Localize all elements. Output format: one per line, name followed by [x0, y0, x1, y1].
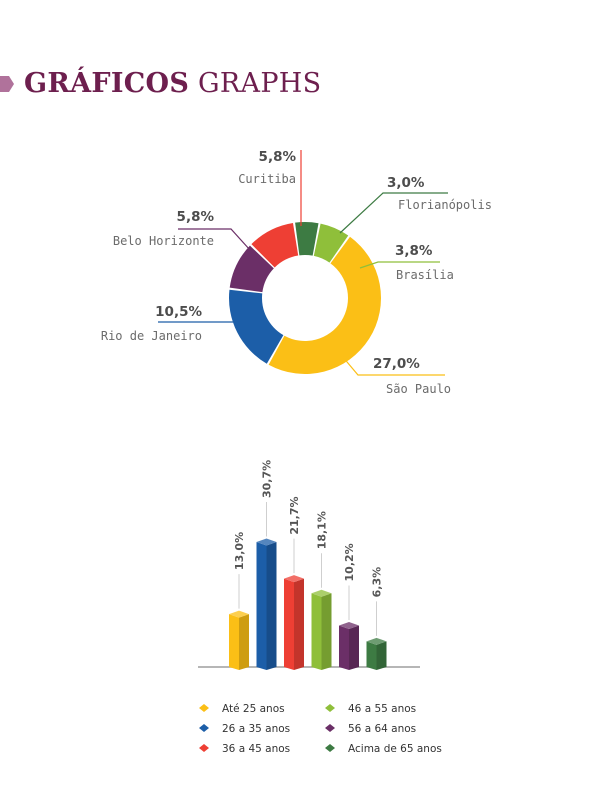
leader-line-belo-horizonte — [178, 228, 251, 251]
legend-item-acima-de-65-anos: Acima de 65 anos — [325, 743, 442, 755]
donut-slice-florianopolis — [295, 221, 319, 256]
bar-top — [311, 589, 332, 597]
legend-swatch — [325, 744, 335, 752]
bar-top — [339, 621, 359, 629]
slice-label-brasilia: Brasília — [396, 268, 454, 282]
bar-face-left — [366, 641, 377, 670]
bar-face-left — [284, 578, 294, 670]
bar-face-right — [239, 614, 249, 670]
bar-face-right — [321, 593, 332, 670]
bar-36-a-45-anos: 21,7% — [284, 496, 304, 670]
bar-top — [256, 538, 277, 546]
bar-56-a-64-anos: 10,2% — [339, 543, 359, 670]
donut-slice-curitiba — [251, 222, 299, 268]
bar-top — [366, 637, 387, 645]
slice-label-belo-horizonte: Belo Horizonte — [113, 234, 214, 248]
slice-value-brasilia: 3,8% — [395, 243, 433, 259]
age-legend: Até 25 anos 26 a 35 anos 36 a 45 anos 46 a … — [199, 703, 442, 755]
slice-value-sao-paulo: 27,0% — [373, 356, 420, 372]
page-title-bold: GRÁFICOS — [24, 68, 190, 99]
legend-swatch — [199, 704, 209, 712]
bar-top — [284, 575, 304, 583]
leader-line-sao-paulo — [341, 355, 445, 376]
bar-face-left — [256, 542, 267, 670]
leader-line-florianopolis — [339, 192, 448, 234]
legend-label: 46 a 55 anos — [348, 703, 416, 715]
legend-item-46-a-55-anos: 46 a 55 anos — [325, 703, 416, 715]
bar-face-right — [294, 578, 304, 670]
bar-face-right — [376, 641, 387, 670]
slice-value-curitiba: 5,8% — [259, 149, 297, 165]
legend-item-56-a-64-anos: 56 a 64 anos — [325, 723, 416, 735]
slice-value-rio-de-janeiro: 10,5% — [155, 304, 202, 320]
bar-face-left — [339, 625, 349, 670]
bar-value-label: 6,3% — [371, 567, 384, 598]
donut-slice-belo-horizonte — [229, 245, 274, 293]
legend-item-ate-25-anos: Até 25 anos — [199, 703, 285, 715]
slice-value-belo-horizonte: 5,8% — [177, 209, 215, 225]
slice-label-florianopolis: Florianópolis — [398, 198, 492, 212]
legend-label: Acima de 65 anos — [348, 743, 442, 755]
bar-46-a-55-anos: 18,1% — [311, 511, 332, 670]
legend-label: 26 a 35 anos — [222, 723, 290, 735]
bar-face-left — [311, 593, 322, 670]
bar-value-label: 21,7% — [288, 496, 301, 534]
bar-value-label: 10,2% — [343, 543, 356, 581]
age-bar-chart: 13,0% 30,7% 21,7% 18,1% 10,2% 6,3% — [198, 460, 420, 670]
bar-ate-25-anos: 13,0% — [229, 532, 249, 670]
legend-label: 36 a 45 anos — [222, 743, 290, 755]
legend-label: 56 a 64 anos — [348, 723, 416, 735]
bar-face-left — [229, 614, 239, 670]
hexagon-icon — [0, 76, 14, 92]
legend-swatch — [325, 724, 335, 732]
bar-value-label: 13,0% — [233, 532, 246, 570]
bar-26-a-35-anos: 30,7% — [256, 460, 277, 670]
page-title: GRÁFICOS GRAPHS — [24, 68, 321, 99]
legend-swatch — [325, 704, 335, 712]
legend-swatch — [199, 744, 209, 752]
donut-slices — [229, 221, 381, 375]
page-header: GRÁFICOS GRAPHS — [0, 62, 600, 110]
slice-label-curitiba: Curitiba — [238, 172, 296, 186]
legend-item-36-a-45-anos: 36 a 45 anos — [199, 743, 290, 755]
bar-acima-de-65-anos: 6,3% — [366, 567, 387, 670]
donut-slice-sao-paulo — [268, 236, 381, 375]
donut-slice-brasilia — [313, 223, 349, 263]
slice-label-sao-paulo: São Paulo — [386, 382, 451, 396]
bar-value-label: 30,7% — [261, 460, 274, 498]
legend-label: Até 25 anos — [222, 703, 285, 715]
slice-label-rio-de-janeiro: Rio de Janeiro — [101, 329, 202, 343]
bar-top — [229, 610, 249, 618]
donut-slice-rio-de-janeiro — [229, 289, 284, 364]
slice-value-florianopolis: 3,0% — [387, 175, 425, 191]
legend-swatch — [199, 724, 209, 732]
donut-labels: 27,0% São Paulo 10,5% Rio de Janeiro 5,8% Bel… — [101, 149, 492, 396]
page-title-light: GRAPHS — [198, 68, 322, 99]
bar-face-right — [349, 625, 359, 670]
legend-item-26-a-35-anos: 26 a 35 anos — [199, 723, 290, 735]
leader-line-brasilia — [359, 261, 440, 269]
bar-value-label: 18,1% — [316, 511, 329, 549]
bar-face-right — [266, 542, 277, 670]
